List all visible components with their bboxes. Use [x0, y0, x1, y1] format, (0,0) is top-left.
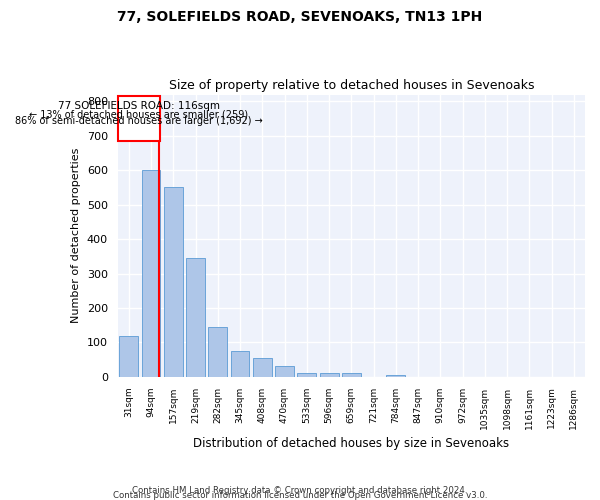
Title: Size of property relative to detached houses in Sevenoaks: Size of property relative to detached ho… [169, 79, 534, 92]
X-axis label: Distribution of detached houses by size in Sevenoaks: Distribution of detached houses by size … [193, 437, 509, 450]
Bar [230, 351, 250, 377]
Text: 77 SOLEFIELDS ROAD: 116sqm: 77 SOLEFIELDS ROAD: 116sqm [58, 102, 220, 112]
Text: Contains HM Land Registry data © Crown copyright and database right 2024.: Contains HM Land Registry data © Crown c… [132, 486, 468, 495]
FancyBboxPatch shape [118, 96, 160, 141]
Bar [186, 258, 205, 377]
Bar [164, 188, 183, 377]
Text: 86% of semi-detached houses are larger (1,692) →: 86% of semi-detached houses are larger (… [15, 116, 263, 126]
Bar [119, 336, 138, 377]
Bar [342, 374, 361, 377]
Text: ← 13% of detached houses are smaller (259): ← 13% of detached houses are smaller (25… [29, 109, 248, 119]
Bar [208, 327, 227, 377]
Bar [298, 372, 316, 377]
Bar [142, 170, 160, 377]
Bar [386, 375, 405, 377]
Text: Contains public sector information licensed under the Open Government Licence v3: Contains public sector information licen… [113, 490, 487, 500]
Y-axis label: Number of detached properties: Number of detached properties [71, 148, 81, 324]
Bar [275, 366, 294, 377]
Bar [253, 358, 272, 377]
Text: 77, SOLEFIELDS ROAD, SEVENOAKS, TN13 1PH: 77, SOLEFIELDS ROAD, SEVENOAKS, TN13 1PH [118, 10, 482, 24]
Bar [320, 372, 338, 377]
